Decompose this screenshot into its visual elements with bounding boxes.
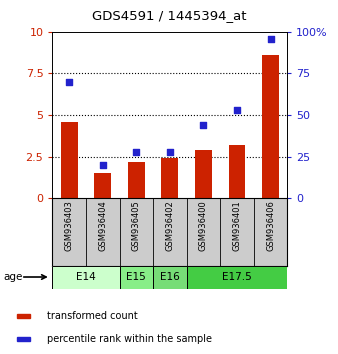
Bar xyxy=(17,337,30,341)
Text: GSM936404: GSM936404 xyxy=(98,200,107,251)
Bar xyxy=(94,173,111,198)
Text: GDS4591 / 1445394_at: GDS4591 / 1445394_at xyxy=(92,9,246,22)
Point xyxy=(134,149,139,154)
Bar xyxy=(61,122,77,198)
Text: E15: E15 xyxy=(126,272,146,282)
Text: age: age xyxy=(3,272,23,282)
Bar xyxy=(228,145,245,198)
Bar xyxy=(120,266,153,289)
Point xyxy=(100,162,105,168)
Bar xyxy=(195,150,212,198)
Text: E16: E16 xyxy=(160,272,180,282)
Text: transformed count: transformed count xyxy=(47,311,138,321)
Text: GSM936402: GSM936402 xyxy=(165,200,174,251)
Text: GSM936405: GSM936405 xyxy=(132,200,141,251)
Text: GSM936406: GSM936406 xyxy=(266,200,275,251)
Text: GSM936403: GSM936403 xyxy=(65,200,74,251)
Point xyxy=(201,122,206,128)
Bar xyxy=(162,158,178,198)
Text: GSM936400: GSM936400 xyxy=(199,200,208,251)
Point xyxy=(268,36,273,41)
Text: E17.5: E17.5 xyxy=(222,272,252,282)
Text: E14: E14 xyxy=(76,272,96,282)
Bar xyxy=(128,162,145,198)
Text: percentile rank within the sample: percentile rank within the sample xyxy=(47,334,212,344)
Bar xyxy=(17,314,30,318)
Point xyxy=(234,107,240,113)
Bar xyxy=(187,266,287,289)
Bar xyxy=(153,266,187,289)
Point xyxy=(167,149,173,154)
Point xyxy=(67,79,72,85)
Bar xyxy=(262,55,279,198)
Bar xyxy=(52,266,120,289)
Text: GSM936401: GSM936401 xyxy=(233,200,241,251)
